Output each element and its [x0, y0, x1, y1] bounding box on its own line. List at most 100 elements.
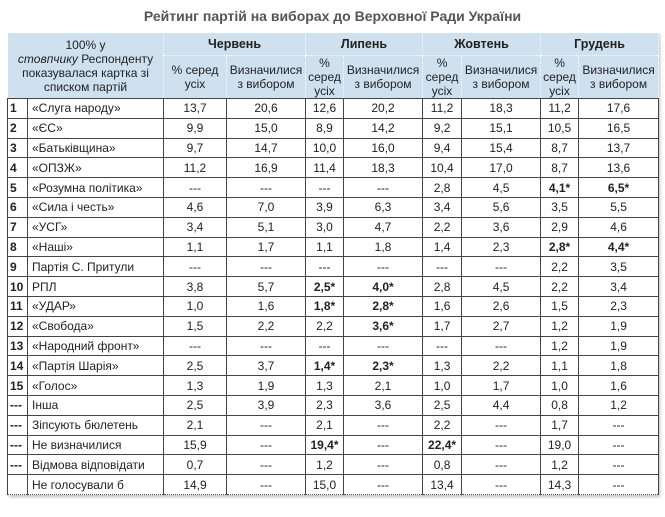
- value-cell: ---: [461, 434, 542, 456]
- value-cell: 3,4: [163, 216, 227, 238]
- value-cell: ---: [305, 256, 345, 278]
- value-cell: ---: [225, 335, 307, 357]
- value-cell: ---: [578, 454, 660, 476]
- value-cell: 2,3*: [343, 355, 424, 377]
- party-name: «УСГ»: [27, 216, 164, 238]
- table-row: --- Не визначилися 15,9 --- 19,4* --- 22,4* ---…: [7, 434, 660, 456]
- value-cell: 9,9: [163, 117, 227, 139]
- value-cell: ---: [461, 454, 542, 476]
- value-cell: 1,0: [422, 375, 463, 396]
- party-name: «Голос»: [27, 375, 164, 396]
- table-row: 2 «ЄС» 9,9 15,0 8,9 14,2 9,2 15,1 10,5 16,5: [7, 117, 660, 139]
- value-cell: 1,3: [163, 375, 227, 396]
- party-name: «Наші»: [27, 236, 164, 258]
- value-cell: 1,5: [163, 315, 227, 337]
- sub-header-pct: % серед усіх: [305, 55, 345, 99]
- value-cell: 2,2: [422, 414, 463, 436]
- table-row: 10 РПЛ 3,8 5,7 2,5* 4,0* 2,8 4,5 2,2 3,4: [7, 276, 660, 297]
- value-cell: 22,4*: [422, 434, 463, 456]
- sub-header-decided: Визначилися з вибором: [343, 55, 424, 99]
- sub-header-decided: Визначилися з вибором: [461, 55, 542, 99]
- value-cell: 4,7: [343, 216, 424, 238]
- row-number: 5: [7, 177, 28, 198]
- value-cell: 2,5: [163, 394, 227, 416]
- value-cell: 4,5: [461, 177, 542, 198]
- table-row: --- Інша 2,5 3,9 2,3 3,6 2,5 4,4 0,8 1,2: [7, 394, 660, 416]
- value-cell: 2,1: [163, 414, 227, 436]
- value-cell: 2,6: [461, 295, 542, 317]
- value-cell: 2,8*: [343, 295, 424, 317]
- value-cell: 14,2: [343, 117, 424, 139]
- value-cell: ---: [305, 177, 345, 198]
- party-name: Партія С. Притули: [27, 256, 164, 278]
- value-cell: 2,2: [305, 315, 345, 337]
- value-cell: 2,1: [305, 414, 345, 436]
- corner-line1: 100% у: [65, 37, 106, 52]
- row-number: 7: [7, 216, 28, 238]
- corner-rest: Респонденту показувалася картка зі списк…: [22, 51, 154, 94]
- value-cell: 5,1: [225, 216, 307, 238]
- table-row: --- Зіпсують бюлетень 2,1 --- 2,1 --- 2,2 --- 1,…: [7, 414, 660, 436]
- value-cell: ---: [163, 177, 227, 198]
- value-cell: 0,7: [163, 454, 227, 476]
- table-row: 7 «УСГ» 3,4 5,1 3,0 4,7 2,2 3,6 2,9 4,6: [7, 216, 660, 238]
- value-cell: 1,4: [422, 236, 463, 258]
- table-row: 14 «Партія Шарія» 2,5 3,7 1,4* 2,3* 1,3 2,2 1,1 1…: [7, 355, 660, 377]
- value-cell: 10,5: [540, 117, 580, 139]
- value-cell: 6,5*: [578, 177, 660, 198]
- value-cell: 4,4: [461, 394, 542, 416]
- month-header-july: Липень: [305, 32, 424, 56]
- value-cell: 11,2: [422, 98, 463, 119]
- value-cell: 3,6: [343, 394, 424, 416]
- table-row: Не голосували б 14,9 --- 15,0 --- 13,4 --- 14,3…: [7, 474, 660, 495]
- table-row: 15 «Голос» 1,3 1,9 1,3 2,1 1,0 1,7 1,0 1,6: [7, 375, 660, 396]
- value-cell: 20,6: [225, 98, 307, 119]
- value-cell: 8,7: [540, 137, 580, 159]
- row-number: 2: [7, 117, 28, 139]
- value-cell: 2,2: [422, 216, 463, 238]
- value-cell: 11,2: [163, 157, 227, 179]
- row-number: 12: [7, 315, 28, 337]
- value-cell: ---: [163, 335, 227, 357]
- value-cell: 3,5: [540, 196, 580, 218]
- value-cell: 0,8: [540, 394, 580, 416]
- month-header-december: Грудень: [540, 32, 660, 56]
- value-cell: 2,9: [540, 216, 580, 238]
- table-row: 11 «УДАР» 1,0 1,6 1,8* 2,8* 1,6 2,6 1,5 2,3: [7, 295, 660, 317]
- row-number: 14: [7, 355, 28, 377]
- value-cell: ---: [305, 335, 345, 357]
- value-cell: 3,7: [225, 355, 307, 377]
- row-number: 3: [7, 137, 28, 159]
- row-number: [7, 474, 28, 495]
- value-cell: 1,2: [305, 454, 345, 476]
- value-cell: 17,0: [461, 157, 542, 179]
- value-cell: 2,3: [461, 236, 542, 258]
- value-cell: 3,9: [305, 196, 345, 218]
- value-cell: 1,4*: [305, 355, 345, 377]
- value-cell: 5,5: [578, 196, 660, 218]
- value-cell: 4,0*: [343, 276, 424, 297]
- value-cell: 1,1: [305, 236, 345, 258]
- value-cell: 4,6: [163, 196, 227, 218]
- value-cell: ---: [578, 434, 660, 456]
- value-cell: ---: [343, 474, 424, 495]
- party-name: «Розумна політика»: [27, 177, 164, 198]
- party-name: Не голосували б: [27, 474, 164, 495]
- party-name: «Партія Шарія»: [27, 355, 164, 377]
- value-cell: 1,9: [578, 315, 660, 337]
- row-number: ---: [7, 454, 28, 476]
- value-cell: 0,8: [422, 454, 463, 476]
- value-cell: 13,7: [163, 98, 227, 119]
- value-cell: 1,6: [225, 295, 307, 317]
- value-cell: 3,6: [461, 216, 542, 238]
- value-cell: ---: [225, 454, 307, 476]
- table-row: 5 «Розумна політика» --- --- --- --- 2,8 4,5 4,1…: [7, 177, 660, 198]
- value-cell: ---: [343, 177, 424, 198]
- value-cell: 1,7: [422, 315, 463, 337]
- value-cell: ---: [225, 177, 307, 198]
- value-cell: ---: [343, 454, 424, 476]
- table-row: 6 «Сила і честь» 4,6 7,0 3,9 6,3 3,4 5,6 3,5 5,5: [7, 196, 660, 218]
- value-cell: 19,0: [540, 434, 580, 456]
- value-cell: ---: [163, 256, 227, 278]
- row-number: 6: [7, 196, 28, 218]
